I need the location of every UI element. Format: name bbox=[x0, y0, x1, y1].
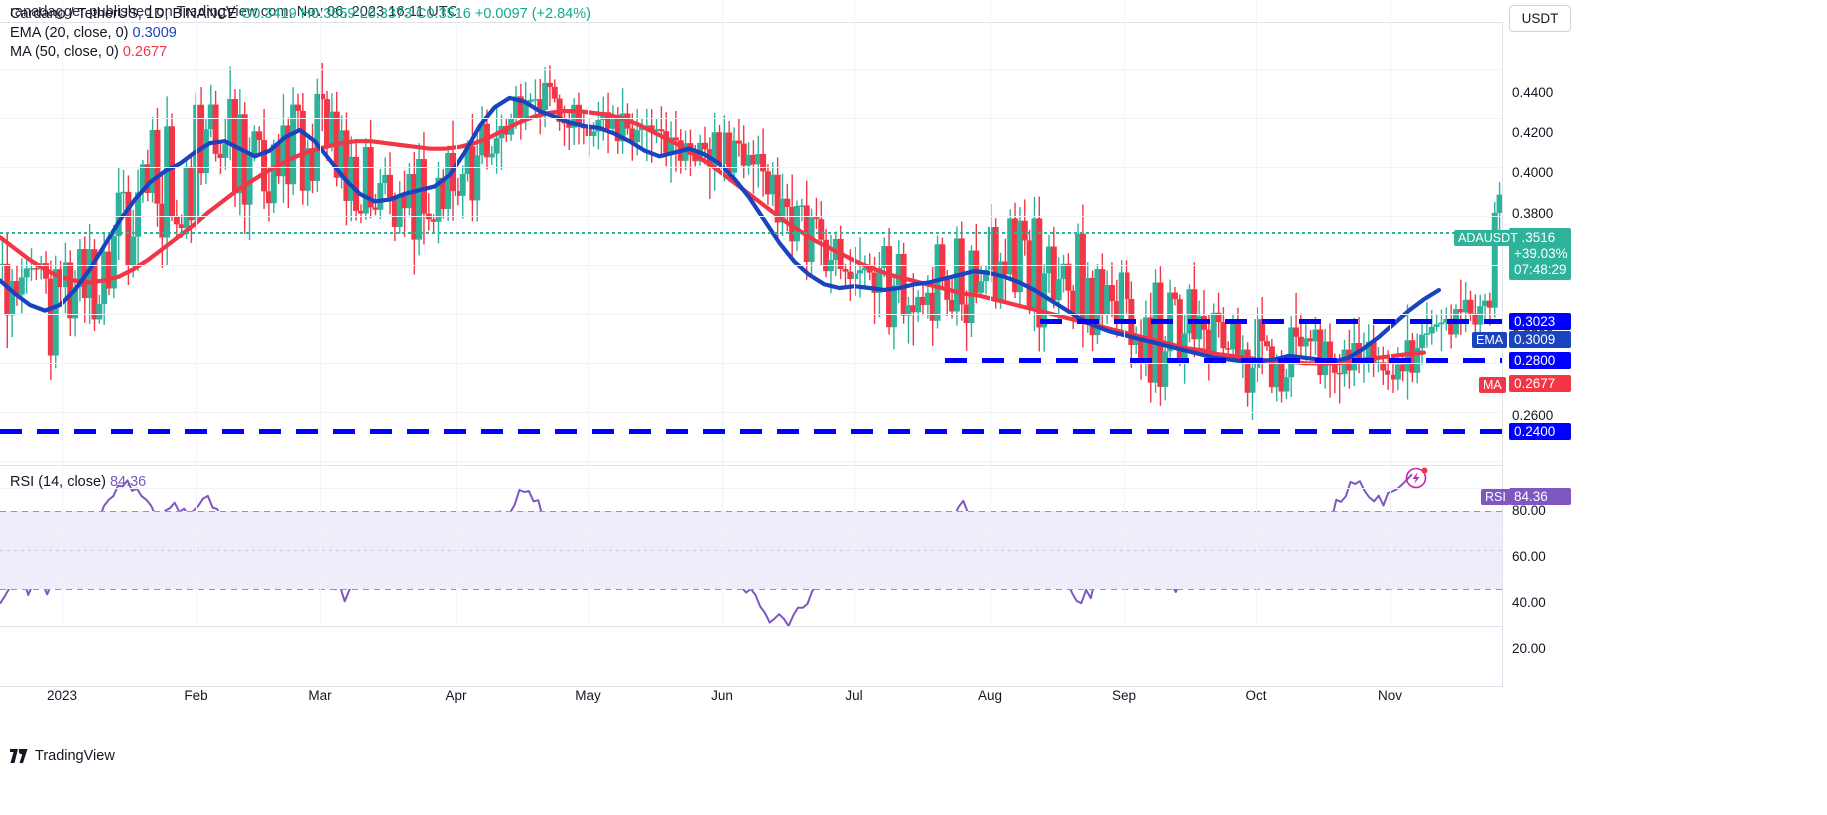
resistance-level-0-2800 bbox=[945, 358, 1502, 363]
price-badge-countdown: 07:48:29 bbox=[1514, 262, 1567, 277]
legend-row-ma: MA (50, close, 0) 0.2677 bbox=[10, 43, 591, 62]
time-label-0: 2023 bbox=[46, 688, 78, 703]
legend-change: +0.0097 (+2.84%) bbox=[474, 6, 591, 22]
rsi-midline bbox=[0, 550, 1502, 551]
chart-legend: Cardano / TetherUS, 1D, BINANCE O0.3419 … bbox=[10, 5, 591, 62]
rsi-axis-tick-3: 20.00 bbox=[1512, 641, 1546, 656]
attribution-text: ranadagger published on TradingView.com,… bbox=[10, 4, 459, 20]
ma-tag: MA bbox=[1479, 377, 1506, 393]
axis-tick-1: 0.4200 bbox=[1512, 125, 1554, 140]
rsi-overbought-line bbox=[0, 511, 1502, 512]
legend-open: O0.3419 bbox=[241, 6, 297, 22]
rsi-tag: RSI bbox=[1481, 489, 1510, 505]
axis-tick-2: 0.4000 bbox=[1512, 165, 1554, 180]
ema-badge[interactable]: 0.3009 bbox=[1509, 331, 1571, 348]
legend-low: L0.3373 bbox=[359, 6, 412, 22]
ema-tag: EMA bbox=[1472, 332, 1508, 348]
time-axis[interactable]: 2023 Feb Mar Apr May Jun Jul Aug Sep Oct… bbox=[0, 688, 1502, 716]
ma-badge[interactable]: 0.2677 bbox=[1509, 375, 1571, 392]
legend-ema-label[interactable]: EMA (20, close, 0) bbox=[10, 25, 129, 41]
rsi-legend-label[interactable]: RSI (14, close) bbox=[10, 474, 106, 490]
rsi-plot-area[interactable] bbox=[0, 466, 1502, 626]
axis-tick-6: 0.2600 bbox=[1512, 408, 1554, 423]
rsi-axis-tick-2: 40.00 bbox=[1512, 595, 1546, 610]
price-badge-value: 0.3516 bbox=[1514, 230, 1556, 245]
time-label-3: Apr bbox=[445, 688, 467, 703]
lightning-bolt-icon[interactable] bbox=[1404, 464, 1430, 490]
tradingview-logo-icon bbox=[10, 749, 29, 763]
resistance-badge-0-3023[interactable]: 0.3023 bbox=[1509, 313, 1571, 330]
chart-frame bbox=[0, 22, 1827, 687]
rsi-oversold-line bbox=[0, 589, 1502, 590]
panel-divider-1 bbox=[0, 465, 1827, 466]
rsi-legend-value: 84.36 bbox=[109, 474, 147, 490]
candlestick-series bbox=[0, 62, 1502, 421]
time-label-9: Oct bbox=[1245, 688, 1267, 703]
time-label-8: Sep bbox=[1111, 688, 1137, 703]
resistance-level-0-3023 bbox=[1040, 319, 1502, 324]
legend-high: H0.3559 bbox=[300, 6, 356, 22]
footer[interactable]: TradingView bbox=[10, 748, 115, 764]
time-label-7: Aug bbox=[977, 688, 1003, 703]
resistance-badge-0-2800[interactable]: 0.2800 bbox=[1509, 352, 1571, 369]
panel-divider-2 bbox=[0, 626, 1827, 627]
axis-tick-0: 0.4400 bbox=[1512, 85, 1554, 100]
legend-ma-value: 0.2677 bbox=[122, 44, 168, 60]
time-label-2: Mar bbox=[308, 688, 332, 703]
legend-symbol[interactable]: Cardano / TetherUS, 1D, BINANCE bbox=[10, 6, 237, 22]
legend-row-symbol: Cardano / TetherUS, 1D, BINANCE O0.3419 … bbox=[10, 5, 591, 24]
support-level-0-2400 bbox=[0, 429, 1502, 434]
currency-chip[interactable]: USDT bbox=[1509, 5, 1571, 32]
legend-ma-label[interactable]: MA (50, close, 0) bbox=[10, 44, 119, 60]
price-badge-change: +39.03% bbox=[1514, 246, 1568, 261]
legend-close: C0.3516 bbox=[416, 6, 471, 22]
price-symbol-tag: ADAUSDT bbox=[1454, 230, 1522, 246]
time-label-10: Nov bbox=[1377, 688, 1403, 703]
current-price-dotted-line bbox=[0, 232, 1502, 234]
price-plot-area[interactable] bbox=[0, 0, 1502, 465]
axis-tick-3: 0.3800 bbox=[1512, 206, 1554, 221]
rsi-badge[interactable]: 84.36 bbox=[1509, 488, 1571, 505]
time-label-6: Jul bbox=[845, 688, 863, 703]
rsi-legend: RSI (14, close) 84.36 bbox=[10, 474, 146, 490]
time-label-1: Feb bbox=[184, 688, 208, 703]
legend-row-ema: EMA (20, close, 0) 0.3009 bbox=[10, 24, 591, 43]
time-label-4: May bbox=[575, 688, 601, 703]
rsi-axis-tick-1: 60.00 bbox=[1512, 549, 1546, 564]
support-badge-0-2400[interactable]: 0.2400 bbox=[1509, 423, 1571, 440]
footer-brand: TradingView bbox=[35, 748, 115, 764]
legend-ema-value: 0.3009 bbox=[132, 25, 177, 41]
time-label-5: Jun bbox=[711, 688, 733, 703]
rsi-axis-tick-0: 80.00 bbox=[1512, 503, 1546, 518]
